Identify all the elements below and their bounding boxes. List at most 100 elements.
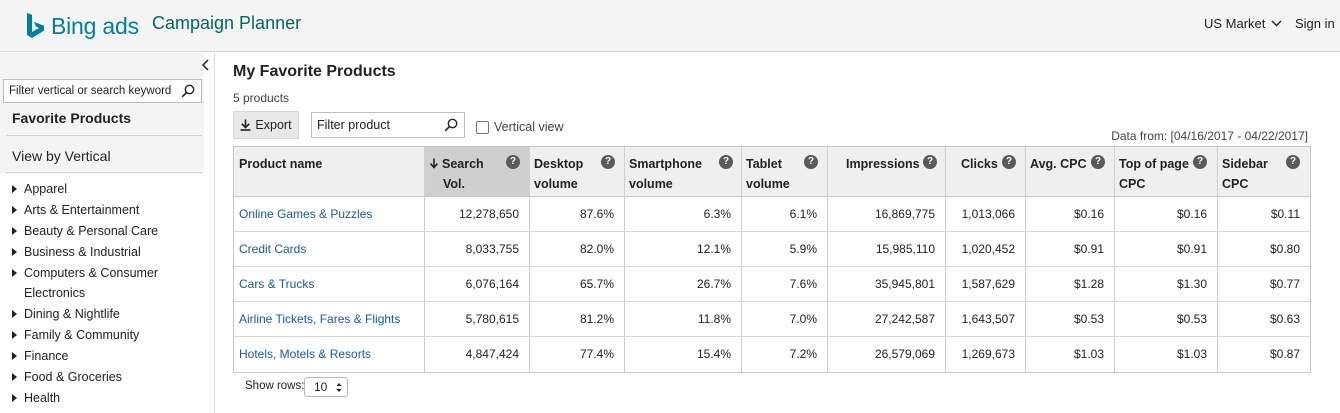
tablet-volume-cell: 7.2%	[789, 347, 817, 361]
search-vol-cell: 6,076,164	[465, 277, 519, 291]
product-count: 5 products	[233, 91, 290, 105]
product-name-link[interactable]: Cars & Trucks	[239, 277, 315, 291]
stepper-arrows-icon	[336, 383, 342, 392]
market-selector[interactable]: US Market	[1204, 16, 1282, 31]
products-table: Product name Search Vol. ? Desktop volume …	[233, 146, 1311, 373]
vertical-label: Food & Groceries	[24, 370, 122, 384]
header-label: Avg. CPC	[1030, 157, 1087, 171]
product-filter-placeholder: Filter product	[317, 118, 390, 132]
vertical-label: Arts & Entertainment	[24, 203, 140, 217]
table-row[interactable]: Credit Cards 8,033,755 82.0% 12.1% 5.9% …	[234, 232, 1310, 267]
tablet-volume-cell: 6.1%	[789, 207, 817, 221]
column-header-smartphone-volume[interactable]: Smartphone volume ?	[624, 147, 741, 197]
product-name-link[interactable]: Credit Cards	[239, 242, 307, 256]
product-name-link[interactable]: Hotels, Motels & Resorts	[239, 347, 372, 361]
vertical-item[interactable]: Arts & Entertainment	[12, 200, 139, 220]
table-row[interactable]: Cars & Trucks 6,076,164 65.7% 26.7% 7.6%…	[234, 267, 1310, 302]
smartphone-volume-cell: 26.7%	[696, 277, 731, 291]
search-vol-cell: 12,278,650	[458, 207, 519, 221]
vertical-search-input[interactable]: Filter vertical or search keyword	[3, 79, 202, 103]
header-label: Clicks	[961, 157, 998, 171]
info-icon[interactable]: ?	[923, 155, 937, 169]
column-header-clicks[interactable]: Clicks ?	[945, 147, 1025, 197]
search-icon[interactable]	[181, 84, 195, 98]
info-icon[interactable]: ?	[1091, 155, 1105, 169]
vertical-label: Health	[24, 391, 61, 405]
column-header-impressions[interactable]: Impressions ?	[827, 147, 945, 197]
header-label: Smartphone volume	[629, 157, 702, 191]
expand-triangle-icon	[12, 227, 17, 235]
column-header-tablet-volume[interactable]: Tablet volume ?	[741, 147, 827, 197]
expand-triangle-icon	[12, 310, 17, 318]
impressions-cell: 16,869,775	[874, 207, 935, 221]
avg-cpc-cell: $0.91	[1073, 242, 1104, 256]
vertical-label-continued: Electronics	[24, 286, 86, 300]
brand-name: Bing ads	[51, 12, 139, 39]
table-row[interactable]: Airline Tickets, Fares & Flights 5,780,6…	[234, 302, 1310, 337]
vertical-item[interactable]: Food & Groceries	[12, 367, 122, 387]
divider	[6, 172, 202, 173]
product-name-link[interactable]: Airline Tickets, Fares & Flights	[239, 312, 401, 326]
info-icon[interactable]: ?	[1002, 155, 1016, 169]
vertical-item[interactable]: Business & Industrial	[12, 242, 141, 262]
search-vol-cell: 8,033,755	[465, 242, 519, 256]
vertical-item[interactable]: Family & Community	[12, 325, 139, 345]
vertical-item[interactable]: Dining & Nightlife	[12, 304, 120, 324]
info-icon[interactable]: ?	[506, 155, 520, 169]
divider	[6, 135, 202, 136]
column-divider	[1114, 147, 1115, 372]
column-header-search-vol[interactable]: Search Vol. ?	[424, 147, 529, 197]
expand-triangle-icon	[12, 352, 17, 360]
info-icon[interactable]: ?	[601, 155, 615, 169]
chevron-left-icon[interactable]	[200, 58, 212, 72]
data-date-range: Data from: [04/16/2017 - 04/22/2017]	[1111, 129, 1308, 143]
header-label: Sidebar CPC	[1222, 157, 1268, 191]
expand-triangle-icon	[12, 394, 17, 402]
expand-triangle-icon	[12, 185, 17, 193]
vertical-item[interactable]: Beauty & Personal Care	[12, 221, 158, 241]
vertical-view-toggle[interactable]: Vertical view	[476, 120, 563, 134]
column-header-avg-cpc[interactable]: Avg. CPC ?	[1025, 147, 1114, 197]
sign-in-link[interactable]: Sign in	[1295, 16, 1335, 31]
vertical-label: Finance	[24, 349, 69, 363]
search-icon[interactable]	[444, 118, 458, 132]
column-header-product-name[interactable]: Product name	[234, 147, 424, 197]
vertical-label: Beauty & Personal Care	[24, 224, 159, 238]
table-row[interactable]: Online Games & Puzzles 12,278,650 87.6% …	[234, 197, 1310, 232]
show-rows-select[interactable]: 10	[304, 377, 348, 397]
brand-logo[interactable]: Bing ads	[24, 10, 139, 42]
info-icon[interactable]: ?	[719, 155, 733, 169]
top-of-page-cpc-cell: $0.16	[1176, 207, 1207, 221]
header-label: Product name	[239, 157, 323, 171]
column-header-desktop-volume[interactable]: Desktop volume ?	[529, 147, 624, 197]
info-icon[interactable]: ?	[1286, 155, 1300, 169]
page-title: My Favorite Products	[233, 63, 396, 80]
product-filter-input[interactable]: Filter product	[311, 112, 465, 138]
product-name: Campaign Planner	[152, 13, 302, 33]
column-header-sidebar-cpc[interactable]: Sidebar CPC ?	[1217, 147, 1310, 197]
column-header-top-of-page-cpc[interactable]: Top of page CPC ?	[1114, 147, 1217, 197]
info-icon[interactable]: ?	[1193, 155, 1207, 169]
vertical-item[interactable]: Finance	[12, 346, 68, 366]
desktop-volume-cell: 82.0%	[579, 242, 614, 256]
favorite-products-link[interactable]: Favorite Products	[12, 110, 132, 126]
impressions-cell: 15,985,110	[875, 242, 935, 256]
vertical-view-checkbox[interactable]	[476, 120, 489, 134]
column-divider	[529, 147, 530, 372]
column-divider	[1025, 147, 1026, 372]
expand-triangle-icon	[12, 206, 17, 214]
product-name-link[interactable]: Online Games & Puzzles	[239, 207, 373, 221]
vertical-item[interactable]: Apparel	[12, 179, 67, 199]
sidebar-cpc-cell: $0.87	[1269, 347, 1300, 361]
table-row[interactable]: Hotels, Motels & Resorts 4,847,424 77.4%…	[234, 337, 1310, 372]
vertical-item[interactable]: Health	[12, 388, 60, 408]
sidebar-cpc-cell: $0.11	[1270, 207, 1300, 221]
column-divider	[945, 147, 946, 372]
impressions-cell: 26,579,069	[874, 347, 935, 361]
avg-cpc-cell: $0.53	[1073, 312, 1104, 326]
export-button[interactable]: Export	[233, 111, 299, 139]
arrow-down-icon	[429, 158, 439, 169]
impressions-cell: 35,945,801	[874, 277, 935, 291]
vertical-item[interactable]: Computers & Consumer Electronics	[12, 263, 158, 303]
info-icon[interactable]: ?	[804, 155, 818, 169]
